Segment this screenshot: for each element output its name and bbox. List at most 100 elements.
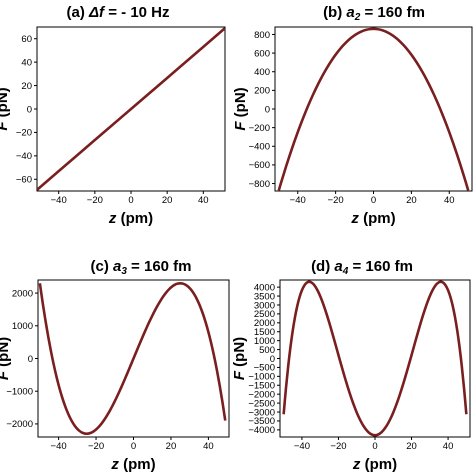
y-axis-unit: (pN): [0, 337, 12, 371]
y-tick-label: −1000: [248, 372, 275, 383]
x-tick-label: −20: [328, 195, 344, 206]
title-subscript: 3: [121, 266, 127, 277]
x-tick-label: 20: [166, 441, 177, 452]
series-line: [282, 280, 468, 437]
y-tick-label: −1500: [248, 381, 275, 392]
y-tick-label: 1000: [254, 336, 275, 347]
chart-panel-c: (c) a3 = 160 fm −40 −20 0 20 40 −2000 −1000 0 100…: [0, 258, 230, 472]
x-tick-label: −40: [51, 195, 67, 206]
y-tick-label: 400: [254, 67, 270, 78]
y-tick-label: −20: [16, 128, 32, 139]
title-symbol: a: [113, 258, 121, 275]
y-axis-unit: (pN): [0, 87, 11, 121]
x-axis-label: z (pm): [350, 210, 395, 227]
y-tick-label: 2000: [12, 288, 33, 299]
x-tick-label: −20: [88, 441, 104, 452]
title-rest: = 160 fm: [348, 258, 413, 275]
title-symbol: a: [334, 258, 342, 275]
y-tick-label: 20: [21, 81, 32, 92]
title-prefix: (c): [90, 258, 113, 275]
title-rest: = - 10 Hz: [104, 4, 169, 21]
title-subscript: 2: [354, 12, 361, 23]
y-axis-unit: (pN): [232, 87, 249, 121]
x-axis-label: z (pm): [108, 210, 153, 227]
x-tick-label: −20: [330, 441, 346, 452]
x-tick-label: −20: [87, 195, 103, 206]
y-tick-label: −400: [249, 142, 270, 153]
y-tick-label: −40: [16, 151, 32, 162]
title-rest: = 160 fm: [127, 258, 192, 275]
x-axis-var: z: [110, 456, 119, 472]
x-axis-label: z (pm): [352, 456, 397, 472]
series-line: [37, 27, 225, 191]
y-axis-label: F (pN): [231, 337, 248, 380]
title-prefix: (d): [311, 258, 334, 275]
y-axis-var: F: [0, 370, 12, 380]
plot-frame: [274, 26, 473, 192]
x-axis-unit: (pm): [116, 210, 153, 227]
title-subscript: 4: [342, 266, 349, 277]
title-rest: = 160 fm: [360, 4, 425, 21]
title-symbol: a: [346, 4, 354, 21]
series-line: [38, 281, 227, 436]
y-tick-label: −500: [254, 363, 275, 374]
y-tick-label: 0: [28, 354, 33, 365]
chart-panel-a: (a) Δf = - 10 Hz −40 −20 0 20 40 −60 −40 −20 0 20 4…: [0, 4, 226, 227]
x-axis-unit: (pm): [359, 210, 396, 227]
y-tick-label: −800: [249, 179, 270, 190]
title-symbol: Δf: [88, 4, 106, 21]
plot-frame: [279, 279, 471, 438]
y-tick-label: 4000: [254, 282, 275, 293]
y-tick-label: 600: [254, 48, 270, 59]
y-tick-label: 60: [21, 34, 32, 45]
y-tick-label: −3000: [248, 407, 275, 418]
y-axis-var: F: [231, 370, 248, 380]
x-tick-label: 20: [406, 195, 417, 206]
y-tick-label: 1500: [254, 327, 275, 338]
x-tick-label: 40: [443, 441, 454, 452]
x-tick-label: 20: [406, 441, 417, 452]
x-tick-label: 40: [203, 441, 214, 452]
x-axis-unit: (pm): [360, 456, 397, 472]
x-axis-var: z: [350, 210, 359, 227]
chart-panel-b: (b) a2 = 160 fm −40 −20 0 20 40 −800 −600 −400 −2…: [232, 4, 473, 227]
y-tick-label: −1000: [6, 387, 33, 398]
chart-title: (d) a4 = 160 fm: [311, 258, 413, 277]
y-axis-unit: (pN): [231, 337, 248, 371]
y-tick-label: −60: [16, 175, 32, 186]
title-prefix: (b): [323, 4, 346, 21]
y-tick-label: 1000: [12, 321, 33, 332]
y-tick-label: −4000: [248, 425, 275, 436]
y-tick-label: 800: [254, 30, 270, 41]
y-axis-label: F (pN): [0, 337, 12, 380]
y-tick-label: 2000: [254, 318, 275, 329]
chart-title: (a) Δf = - 10 Hz: [66, 4, 169, 21]
y-axis-var: F: [232, 121, 249, 131]
chart-panel-d: (d) a4 = 160 fm−40 −20 0 20 40−4000−3500−300…: [231, 258, 471, 472]
x-tick-label: 20: [162, 195, 173, 206]
chart-title: (c) a3 = 160 fm: [90, 258, 191, 277]
y-tick-label: −2000: [6, 419, 33, 430]
x-tick-label: −40: [294, 441, 310, 452]
y-tick-label: 0: [27, 104, 32, 115]
y-tick-label: −600: [249, 160, 270, 171]
x-tick-label: 40: [444, 195, 455, 206]
title-prefix: (a): [66, 4, 89, 21]
chart-title: (b) a2 = 160 fm: [323, 4, 425, 23]
y-tick-label: 40: [21, 57, 32, 68]
x-tick-label: 0: [131, 441, 136, 452]
y-tick-label: −2000: [248, 389, 275, 400]
x-axis-var: z: [108, 210, 117, 227]
x-axis-var: z: [352, 456, 361, 472]
y-tick-label: −200: [249, 123, 270, 134]
y-tick-label: 200: [254, 86, 270, 97]
x-tick-label: −40: [290, 195, 306, 206]
x-axis-label: z (pm): [110, 456, 155, 472]
x-tick-label: 40: [198, 195, 209, 206]
y-tick-label: 0: [270, 354, 275, 365]
y-tick-label: 3500: [254, 291, 275, 302]
series-line: [277, 27, 470, 191]
y-tick-label: −2500: [248, 398, 275, 409]
y-tick-label: 2500: [254, 309, 275, 320]
